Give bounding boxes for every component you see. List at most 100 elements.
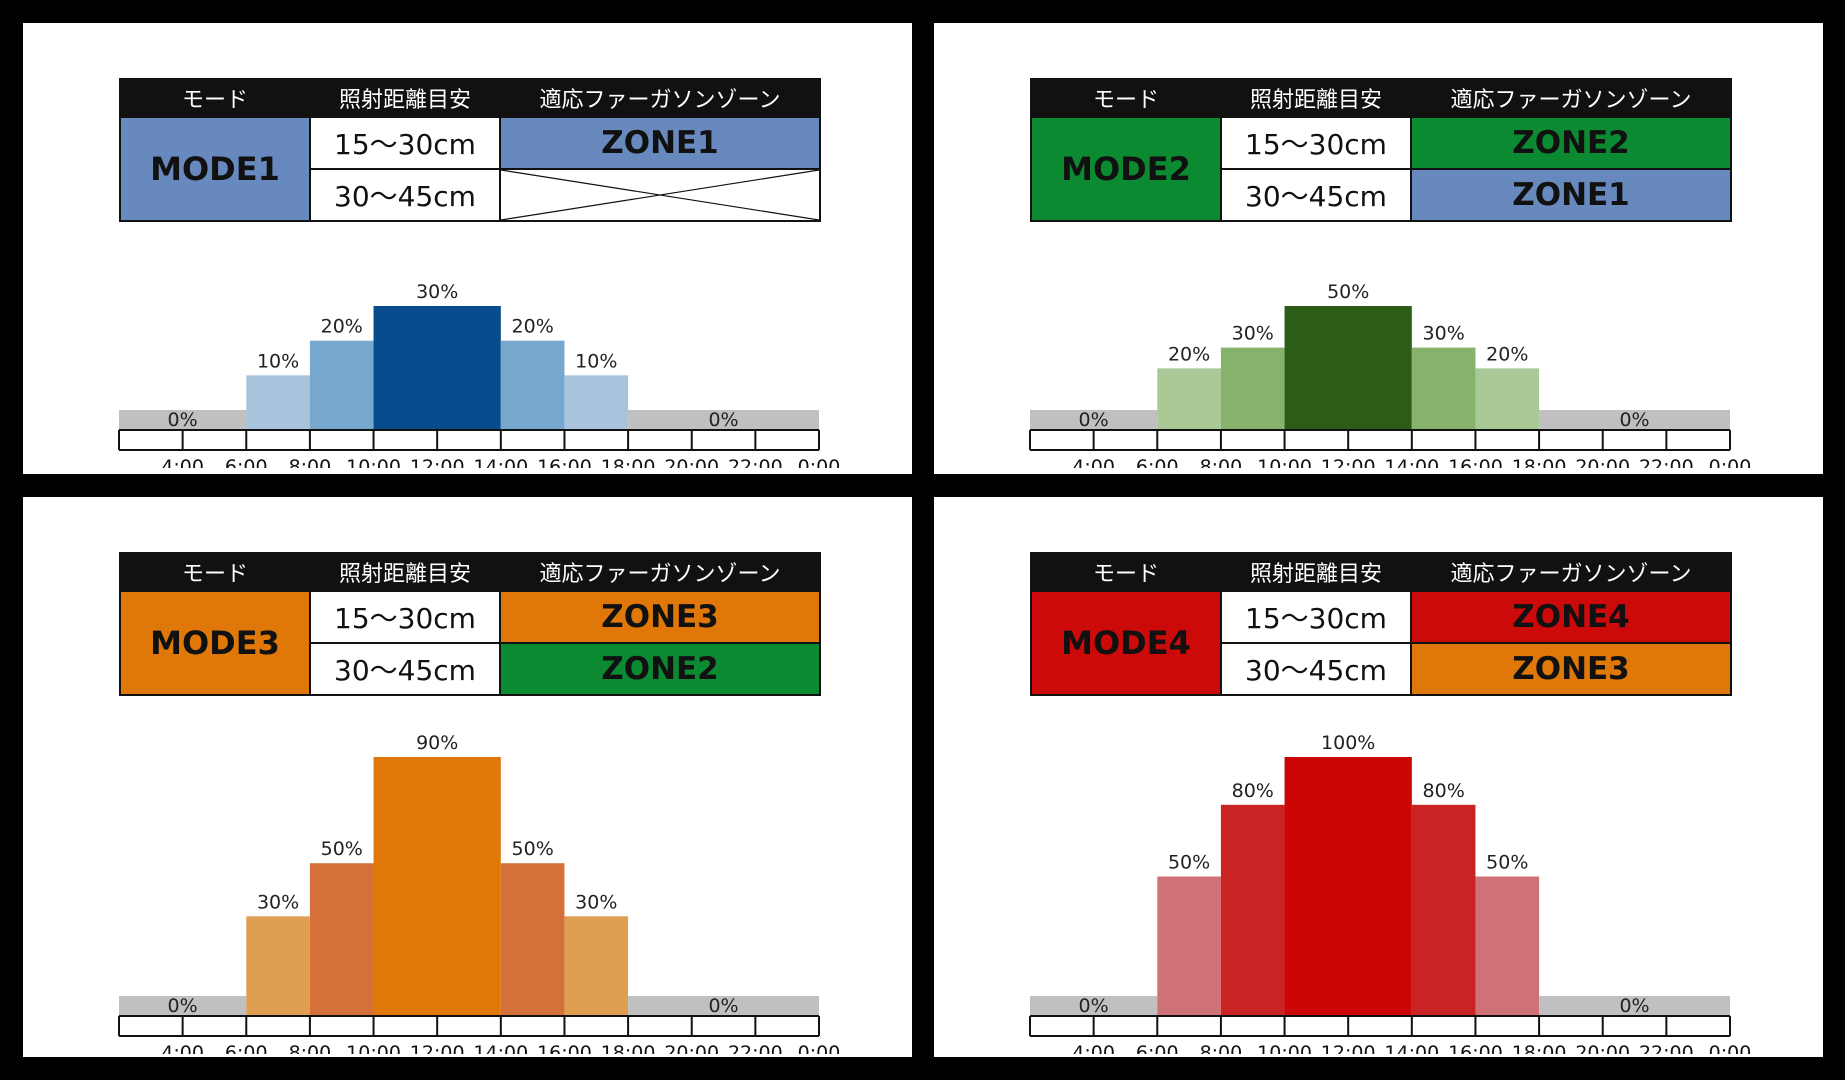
bar-segment-0 xyxy=(1030,996,1158,1016)
x-tick-label: 10:00 xyxy=(1257,456,1312,468)
schedule-chart: 0% 10% 20% 30% 20% 10% 0% 4:00 6:00 8:00 10:00 12:0… xyxy=(118,281,840,468)
bar-segment-3 xyxy=(1284,306,1412,430)
header-mode: モード xyxy=(1030,78,1222,118)
bar-value-label: 20% xyxy=(512,316,554,338)
header-distance: 照射距離目安 xyxy=(309,78,501,118)
mode-cell: MODE2 xyxy=(1030,116,1222,222)
x-tick-label: 20:00 xyxy=(664,1042,719,1054)
bar-value-label: 30% xyxy=(416,281,458,303)
x-tick-label: 14:00 xyxy=(473,1042,528,1054)
bar-value-label: 30% xyxy=(257,891,299,913)
schedule-chart: 0% 20% 30% 50% 30% 20% 0% 4:00 6:00 8:00 10:00 12:0… xyxy=(1029,281,1751,468)
header-zone: 適応ファーガソンゾーン xyxy=(499,552,821,592)
x-tick-label: 6:00 xyxy=(225,1042,268,1054)
bar-segment-1 xyxy=(246,916,310,1016)
mode-cell: MODE1 xyxy=(119,116,311,222)
bar-value-label: 20% xyxy=(321,316,363,338)
x-tick-label: 20:00 xyxy=(664,456,719,468)
x-tick-label: 22:00 xyxy=(1639,1042,1694,1054)
header-mode: モード xyxy=(119,552,311,592)
schedule-chart: 0% 50% 80% 100% 80% 50% 0% 4:00 6:00 8:00 10:00 12:… xyxy=(1029,732,1751,1054)
x-tick-label: 18:00 xyxy=(1512,1042,1567,1054)
bar-segment-6 xyxy=(1539,410,1730,430)
x-tick-label: 8:00 xyxy=(1200,1042,1243,1054)
bar-value-label: 100% xyxy=(1321,732,1375,754)
bar-segment-0 xyxy=(119,410,247,430)
x-tick-label: 4:00 xyxy=(1072,456,1115,468)
header-mode: モード xyxy=(1030,552,1222,592)
mode-table: モード 照射距離目安 適応ファーガソンゾーン MODE3 15～30cm ZON… xyxy=(119,552,821,696)
mode-cell: MODE3 xyxy=(119,590,311,696)
x-tick-label: 12:00 xyxy=(410,456,465,468)
x-tick-label: 20:00 xyxy=(1575,1042,1630,1054)
bar-segment-1 xyxy=(1157,876,1221,1016)
header-distance: 照射距離目安 xyxy=(1220,552,1412,592)
bar-segment-2 xyxy=(1220,347,1285,430)
bar-value-label: 50% xyxy=(321,838,363,860)
distance-cell: 15～30cm xyxy=(309,590,501,644)
x-tick-label: 14:00 xyxy=(473,456,528,468)
bar-value-label: 80% xyxy=(1232,780,1274,802)
mode-table: モード 照射距離目安 適応ファーガソンゾーン MODE1 15～30cm ZON… xyxy=(119,78,821,222)
bar-value-label: 10% xyxy=(575,350,617,372)
bar-segment-2 xyxy=(309,340,374,430)
bar-value-label: 80% xyxy=(1423,780,1465,802)
x-tick-label: 22:00 xyxy=(728,1042,783,1054)
x-tick-label: 18:00 xyxy=(601,1042,656,1054)
bar-segment-2 xyxy=(309,863,374,1016)
schedule-chart: 0% 30% 50% 90% 50% 30% 0% 4:00 6:00 8:00 10:00 12:0… xyxy=(118,732,841,1054)
bar-value-label: 20% xyxy=(1486,343,1528,365)
x-tick-label: 14:00 xyxy=(1384,1042,1439,1054)
bar-segment-2 xyxy=(1220,804,1285,1016)
x-tick-label: 12:00 xyxy=(1321,1042,1376,1054)
x-tick-label: 16:00 xyxy=(537,1042,592,1054)
x-tick-label: 22:00 xyxy=(728,456,783,468)
bar-value-label: 30% xyxy=(1232,323,1274,345)
mode-table: モード 照射距離目安 適応ファーガソンゾーン MODE2 15～30cm ZON… xyxy=(1030,78,1732,222)
zone-cell: ZONE2 xyxy=(1410,116,1732,170)
bar-segment-5 xyxy=(564,375,629,430)
zone-cell-empty xyxy=(499,168,821,222)
x-tick-label: 12:00 xyxy=(1321,456,1376,468)
bar-value-label: 0% xyxy=(1079,995,1109,1017)
bar-value-label: 0% xyxy=(708,409,738,431)
x-tick-label: 6:00 xyxy=(1136,1042,1179,1054)
zone-cell: ZONE2 xyxy=(499,642,821,696)
x-tick-label: 14:00 xyxy=(1384,456,1439,468)
x-tick-label: 0:00 xyxy=(798,1042,841,1054)
header-mode: モード xyxy=(119,78,311,118)
x-tick-label: 22:00 xyxy=(1639,456,1694,468)
x-tick-label: 6:00 xyxy=(1136,456,1179,468)
x-tick-label: 12:00 xyxy=(410,1042,465,1054)
zone-cell: ZONE1 xyxy=(1410,168,1732,222)
distance-cell: 15～30cm xyxy=(309,116,501,170)
distance-cell: 15～30cm xyxy=(1220,590,1412,644)
zone-cell: ZONE1 xyxy=(499,116,821,170)
bar-segment-6 xyxy=(628,996,819,1016)
header-distance: 照射距離目安 xyxy=(1220,78,1412,118)
header-zone: 適応ファーガソンゾーン xyxy=(1410,78,1732,118)
header-zone: 適応ファーガソンゾーン xyxy=(1410,552,1732,592)
mode-panel-3: モード 照射距離目安 適応ファーガソンゾーン MODE3 15～30cm ZON… xyxy=(23,497,912,1057)
bar-segment-4 xyxy=(500,340,565,430)
x-tick-label: 10:00 xyxy=(346,456,401,468)
distance-cell: 30～45cm xyxy=(309,642,501,696)
bar-segment-1 xyxy=(1157,368,1221,430)
bar-segment-4 xyxy=(500,863,565,1016)
zone-cell: ZONE4 xyxy=(1410,590,1732,644)
mode-panel-1: モード 照射距離目安 適応ファーガソンゾーン MODE1 15～30cm ZON… xyxy=(23,23,912,474)
distance-cell: 30～45cm xyxy=(1220,642,1412,696)
distance-cell: 15～30cm xyxy=(1220,116,1412,170)
bar-segment-3 xyxy=(373,757,501,1016)
x-tick-label: 16:00 xyxy=(537,456,592,468)
x-tick-label: 6:00 xyxy=(225,456,268,468)
x-tick-label: 4:00 xyxy=(161,456,204,468)
bar-value-label: 20% xyxy=(1168,343,1210,365)
bar-value-label: 0% xyxy=(1619,409,1649,431)
bar-segment-1 xyxy=(246,375,310,430)
bar-segment-6 xyxy=(628,410,819,430)
bar-value-label: 0% xyxy=(1079,409,1109,431)
bar-segment-3 xyxy=(373,306,501,430)
x-tick-label: 8:00 xyxy=(1200,456,1243,468)
x-tick-label: 16:00 xyxy=(1448,456,1503,468)
